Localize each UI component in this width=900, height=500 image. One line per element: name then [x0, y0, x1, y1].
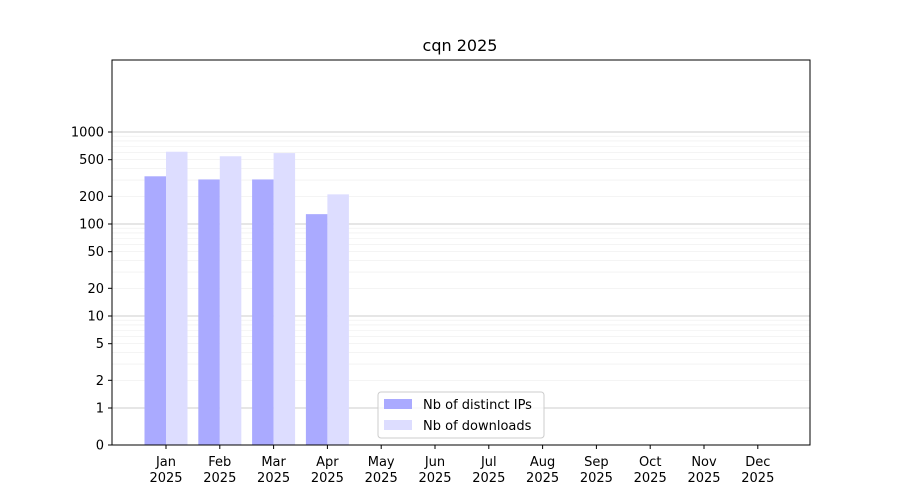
x-tick-label-year: 2025	[472, 471, 505, 486]
x-tick-label-year: 2025	[311, 471, 344, 486]
x-axis: Jan2025Feb2025Mar2025Apr2025May2025Jun20…	[149, 445, 774, 486]
x-tick-label-year: 2025	[526, 471, 559, 486]
x-tick-label-month: Sep	[584, 455, 609, 470]
bar-downloads	[273, 153, 296, 446]
bars	[144, 151, 349, 446]
x-tick-label-year: 2025	[149, 471, 182, 486]
x-tick-label-year: 2025	[634, 471, 667, 486]
x-tick-label-year: 2025	[580, 471, 613, 486]
y-tick-label: 50	[87, 245, 104, 260]
x-tick-label-month: Oct	[639, 455, 661, 470]
y-tick-label: 20	[87, 282, 104, 297]
x-tick-label-year: 2025	[257, 471, 290, 486]
chart-title: cqn 2025	[423, 36, 498, 55]
y-tick-label: 10	[87, 310, 104, 325]
x-tick-label-month: May	[368, 455, 395, 470]
y-tick-label: 100	[79, 218, 104, 233]
y-tick-label: 1000	[71, 126, 104, 141]
legend-swatch-distinct-ips	[384, 399, 412, 409]
x-tick-label-month: Jan	[155, 455, 176, 470]
legend: Nb of distinct IPs Nb of downloads	[377, 391, 545, 439]
x-tick-label-month: Mar	[261, 455, 286, 470]
x-tick-label-month: Apr	[316, 455, 339, 470]
bar-distinct-ips	[144, 176, 166, 445]
x-tick-label-month: Aug	[530, 455, 555, 470]
y-tick-label: 0	[96, 439, 104, 454]
y-tick-label: 500	[79, 153, 104, 168]
bar-downloads	[166, 151, 188, 446]
y-tick-label: 200	[79, 190, 104, 205]
x-tick-label-month: Feb	[208, 455, 231, 470]
x-tick-label-month: Jul	[480, 455, 497, 470]
y-tick-label: 1	[96, 402, 104, 417]
y-axis: 0 1 2 5 10 20 50 100 200 500 1000	[71, 126, 112, 454]
x-tick-label-year: 2025	[418, 471, 451, 486]
bar-downloads	[327, 194, 349, 445]
x-tick-label-month: Jun	[424, 455, 445, 470]
x-tick-label-month: Nov	[691, 455, 717, 470]
bar-distinct-ips	[305, 214, 328, 445]
bar-distinct-ips	[252, 179, 274, 446]
bar-downloads	[219, 156, 242, 445]
bar-distinct-ips	[198, 179, 220, 446]
legend-box	[377, 391, 545, 439]
y-tick-label: 2	[96, 374, 104, 389]
x-tick-label-year: 2025	[365, 471, 398, 486]
x-tick-label-year: 2025	[741, 471, 774, 486]
y-tick-label: 5	[96, 337, 104, 352]
plot-frame	[111, 59, 811, 446]
legend-label-downloads: Nb of downloads	[423, 419, 532, 434]
legend-swatch-downloads	[384, 420, 412, 430]
legend-label-distinct-ips: Nb of distinct IPs	[423, 398, 532, 413]
x-tick-label-year: 2025	[203, 471, 236, 486]
x-tick-label-year: 2025	[687, 471, 720, 486]
x-tick-label-month: Dec	[745, 455, 770, 470]
